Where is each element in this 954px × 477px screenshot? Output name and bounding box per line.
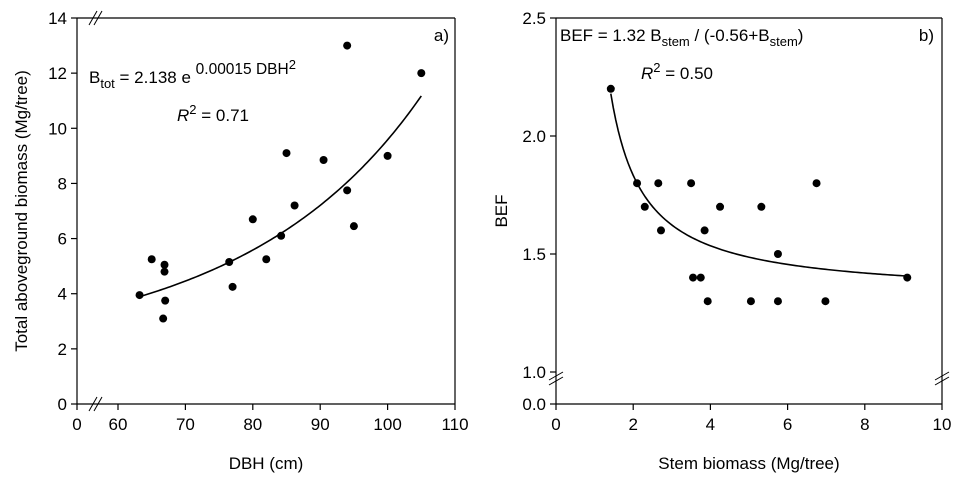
panel-a-label: a) — [434, 26, 449, 45]
panel-b: 0 2 4 6 8 10 0.0 1.0 1.5 2.0 2.5 b) BEF = 1.32 Bst… — [492, 9, 951, 473]
panel-b-x-tick-label-1: 2 — [628, 415, 637, 434]
panel-b-right-axis-break — [934, 371, 950, 386]
panel-b-point-17 — [903, 273, 912, 282]
panel-b-point-8 — [700, 226, 709, 235]
panel-b-point-5 — [687, 179, 696, 188]
panel-b-x-axis-title: Stem biomass (Mg/tree) — [658, 454, 839, 473]
panel-a-point-11 — [282, 149, 291, 158]
panel-a-y-tick-label-7: 14 — [48, 9, 67, 28]
panel-a-point-18 — [417, 69, 426, 78]
panel-b-y-tick-label-1: 1.0 — [522, 363, 546, 382]
panel-b-point-9 — [703, 297, 712, 306]
panel-a-y-axis-title: Total aboveground biomass (Mg/tree) — [12, 70, 31, 352]
panel-a-y-tick-label-3: 6 — [58, 230, 67, 249]
panel-b-point-11 — [746, 297, 755, 306]
panel-a-point-14 — [343, 186, 352, 195]
panel-b-r-squared: R2 = 0.50 — [641, 60, 713, 83]
panel-a-point-4 — [160, 267, 169, 276]
panel-a-x-tick-label-6: 110 — [441, 415, 468, 434]
panel-a-y-tick-label-1: 2 — [58, 340, 67, 359]
panel-a-point-9 — [262, 255, 271, 264]
panel-b-point-15 — [812, 179, 821, 188]
panel-b-point-2 — [640, 202, 649, 211]
panel-b-ticks: 0 2 4 6 8 10 0.0 1.0 1.5 2.0 2.5 — [522, 9, 951, 434]
panel-a-top-axis-break — [88, 10, 103, 26]
panel-a-point-10 — [277, 231, 286, 240]
panel-a: 0 60 70 80 90 100 110 0 2 4 6 8 10 12 14 a) Btot = 2.1… — [12, 9, 469, 473]
panel-b-points — [606, 84, 912, 306]
panel-a-point-17 — [383, 151, 392, 160]
panel-a-y-tick-label-0: 0 — [58, 395, 67, 414]
panel-a-x-axis-break — [88, 396, 103, 412]
panel-a-point-15 — [343, 41, 352, 50]
panel-a-point-13 — [319, 155, 328, 164]
panel-b-point-3 — [654, 179, 663, 188]
panel-a-ticks: 0 60 70 80 90 100 110 0 2 4 6 8 10 12 14 — [48, 9, 468, 434]
panel-b-y-axis-title: BEF — [492, 194, 511, 227]
panel-b-y-tick-label-4: 2.5 — [522, 9, 546, 28]
panel-a-fit-line — [139, 95, 422, 298]
panel-b-point-0 — [606, 84, 615, 93]
panel-b-y-tick-label-2: 1.5 — [522, 245, 546, 264]
panel-a-point-5 — [161, 296, 170, 305]
panel-a-x-tick-label-0: 0 — [72, 415, 81, 434]
panel-b-equation: BEF = 1.32 Bstem / (-0.56+Bstem) — [560, 26, 803, 49]
panel-a-points — [135, 41, 426, 323]
panel-a-y-tick-label-2: 4 — [58, 285, 67, 304]
panel-a-fit-curve — [139, 95, 422, 298]
panel-a-point-16 — [349, 222, 358, 231]
panel-a-equation: Btot = 2.138 e 0.00015 DBH2 — [89, 57, 296, 91]
panel-b-point-1 — [633, 179, 642, 188]
panel-b-point-10 — [716, 202, 725, 211]
panel-a-x-tick-label-5: 100 — [373, 415, 401, 434]
panel-a-x-tick-label-3: 80 — [243, 415, 262, 434]
panel-a-point-0 — [135, 291, 144, 300]
panel-b-point-14 — [773, 297, 782, 306]
panel-b-y-tick-label-3: 2.0 — [522, 127, 546, 146]
panel-a-y-tick-label-6: 12 — [48, 64, 67, 83]
panel-a-point-2 — [159, 314, 168, 323]
panel-b-x-tick-label-0: 0 — [551, 415, 560, 434]
panel-a-y-tick-label-5: 10 — [48, 119, 67, 138]
panel-a-point-8 — [248, 215, 257, 224]
panel-b-point-6 — [689, 273, 698, 282]
panel-a-point-6 — [225, 258, 234, 267]
panel-b-point-16 — [821, 297, 830, 306]
panel-b-x-tick-label-3: 6 — [783, 415, 792, 434]
panel-a-x-tick-label-1: 60 — [109, 415, 128, 434]
panel-b-y-tick-label-0: 0.0 — [522, 395, 546, 414]
panel-a-point-1 — [147, 255, 156, 264]
panel-a-x-tick-label-4: 90 — [311, 415, 330, 434]
panel-b-point-13 — [773, 250, 782, 258]
panel-a-x-axis-title: DBH (cm) — [229, 454, 304, 473]
panel-b-fit-curve — [610, 93, 908, 277]
panel-a-point-12 — [290, 201, 299, 210]
panel-b-fit-line — [610, 93, 908, 277]
panel-b-x-tick-label-5: 10 — [933, 415, 952, 434]
panel-b-x-tick-label-4: 8 — [860, 415, 869, 434]
panel-a-y-tick-label-4: 8 — [58, 174, 67, 193]
panel-b-point-7 — [696, 273, 705, 282]
panel-a-x-tick-label-2: 70 — [176, 415, 195, 434]
panel-b-point-4 — [656, 226, 665, 235]
panel-a-point-3 — [160, 260, 169, 269]
panel-a-point-7 — [228, 282, 237, 291]
panel-b-point-12 — [757, 202, 766, 211]
panel-b-y-axis-break — [548, 371, 564, 386]
panel-b-label: b) — [919, 26, 934, 45]
panel-b-x-tick-label-2: 4 — [706, 415, 715, 434]
panel-a-r-squared: R2 = 0.71 — [177, 102, 249, 125]
